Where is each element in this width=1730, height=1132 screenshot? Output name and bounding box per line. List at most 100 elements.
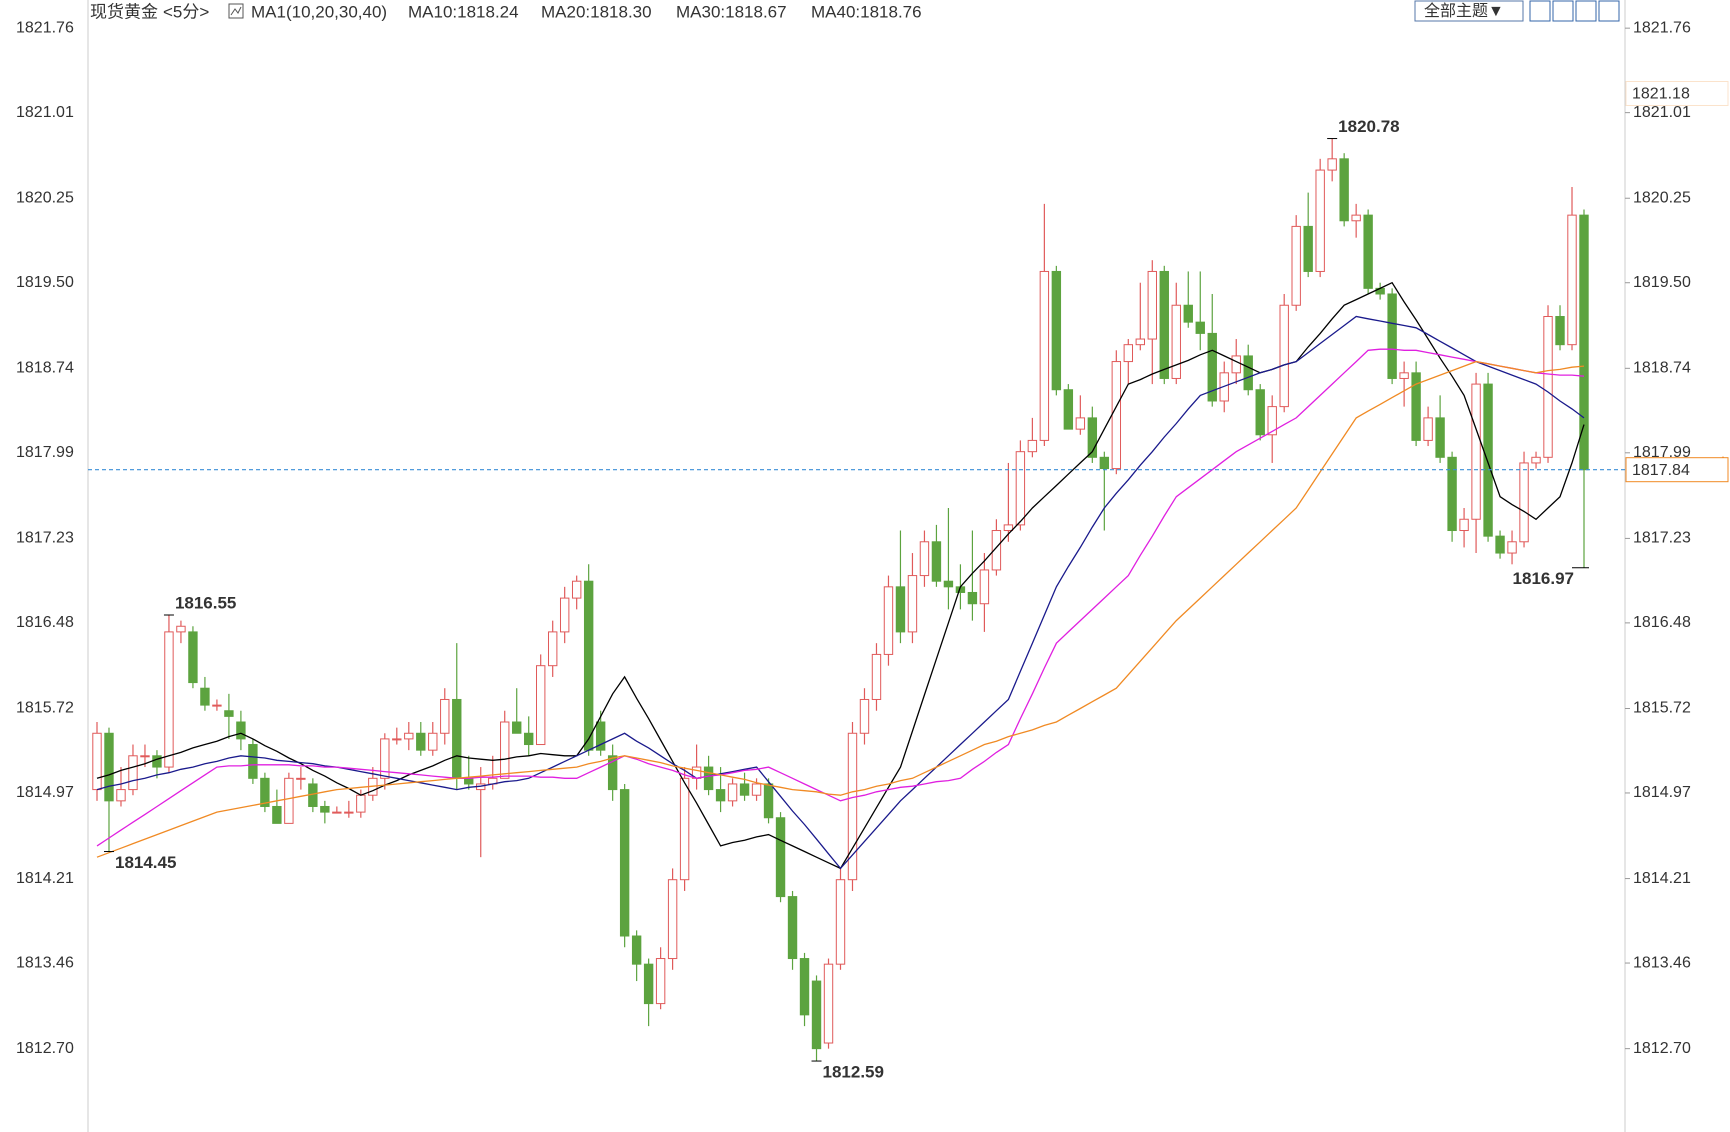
candle-body <box>236 721 246 740</box>
legend-entry: MA10:1818.24 <box>408 2 519 21</box>
extreme-label: 1816.97 <box>1513 569 1574 588</box>
extreme-label: 1812.59 <box>823 1063 884 1082</box>
candle-body <box>1339 158 1349 222</box>
candle-body <box>859 698 870 734</box>
candle-body <box>1555 316 1565 346</box>
candle-body <box>607 755 618 791</box>
candle-body <box>775 817 786 898</box>
candle-body <box>344 811 354 814</box>
candle-body <box>1087 417 1098 458</box>
candle-body <box>248 744 258 779</box>
y2-tick-label: 1821.01 <box>1633 104 1691 121</box>
candle-body <box>679 777 690 881</box>
y2-tick-label: 1817.23 <box>1633 530 1691 547</box>
y2-tick-label: 1817.99 <box>1633 444 1691 461</box>
tool-icon[interactable] <box>1529 0 1551 22</box>
candle-body <box>404 732 414 740</box>
candle-body <box>1063 389 1074 430</box>
candle-body <box>212 704 222 707</box>
candle-body <box>619 789 630 937</box>
y-tick-label: 1816.48 <box>16 614 74 631</box>
candle-body <box>188 631 198 684</box>
y-tick-label: 1814.97 <box>16 784 74 801</box>
candle-body <box>440 698 450 734</box>
indicator-icon <box>228 3 244 19</box>
candle-body <box>428 732 438 751</box>
candle-body <box>164 631 174 768</box>
candle-body <box>883 586 894 655</box>
tool-icon[interactable] <box>1552 0 1574 22</box>
candle-body <box>559 597 570 633</box>
candle-body <box>655 958 666 1005</box>
candle-body <box>1267 406 1277 436</box>
ma-line <box>96 281 1585 870</box>
y2-tick-label: 1814.21 <box>1633 870 1691 887</box>
candle-body <box>1351 214 1361 222</box>
candle-body <box>1279 304 1289 408</box>
candle-body <box>464 777 474 785</box>
candle-body <box>152 755 162 768</box>
extreme-label: 1816.55 <box>175 593 236 612</box>
candle-body <box>871 653 882 700</box>
candle-body <box>787 896 798 960</box>
candle-body <box>272 805 282 824</box>
y2-tick-label: 1814.97 <box>1633 784 1691 801</box>
candle-body <box>500 721 510 779</box>
tool-icon[interactable] <box>1575 0 1597 22</box>
y-tick-label: 1817.23 <box>16 530 74 547</box>
y2-tick-label: 1816.48 <box>1633 614 1691 631</box>
last-price-box <box>1625 457 1729 483</box>
candle-body <box>895 586 906 633</box>
candle-body <box>1411 372 1421 441</box>
y-tick-label: 1815.72 <box>16 700 74 717</box>
candle-body <box>1531 456 1541 464</box>
candle-body <box>1243 355 1253 391</box>
candle-body <box>1303 225 1313 272</box>
candle-body <box>1123 344 1134 363</box>
candle-body <box>176 625 186 633</box>
theme-button[interactable] <box>1414 0 1524 22</box>
y2-tick-label: 1815.72 <box>1633 700 1691 717</box>
toolbar-icons <box>1529 0 1620 22</box>
candle-body <box>1099 456 1110 470</box>
candle-body <box>92 732 102 791</box>
candle-body <box>643 963 654 1005</box>
y2-tick-label: 1821.76 <box>1633 19 1691 36</box>
y2-tick-label: 1813.46 <box>1633 954 1691 971</box>
y-tick-label: 1819.50 <box>16 274 74 291</box>
candle-body <box>296 777 306 780</box>
candle-body <box>1159 270 1169 379</box>
candle-body <box>811 980 822 1050</box>
candle-body <box>1015 451 1026 526</box>
legend-entry: MA40:1818.76 <box>811 2 922 21</box>
candle-body <box>1387 293 1397 379</box>
extreme-label: 1814.45 <box>115 853 176 872</box>
ma-line <box>96 360 1585 858</box>
candle-body <box>416 732 426 751</box>
candle-body <box>1039 270 1050 441</box>
last-price-label: 1817.84 <box>1632 462 1690 479</box>
candle-body <box>1327 158 1337 171</box>
candle-body <box>128 755 138 791</box>
candle-body <box>631 935 642 965</box>
y2-tick-label: 1819.50 <box>1633 274 1691 291</box>
candle-body <box>1579 214 1589 471</box>
y-tick-label: 1814.21 <box>16 870 74 887</box>
candle-body <box>1315 169 1325 272</box>
candle-body <box>1195 321 1205 334</box>
candle-body <box>847 732 858 881</box>
tool-icon[interactable] <box>1598 0 1620 22</box>
candle-body <box>1459 518 1469 532</box>
y-tick-label: 1813.46 <box>16 954 74 971</box>
candle-body <box>943 580 954 588</box>
candle-body <box>1543 316 1553 458</box>
candle-body <box>979 569 990 605</box>
candle-body <box>799 958 810 1016</box>
candle-body <box>1135 338 1145 346</box>
candle-body <box>1003 524 1014 532</box>
candle-body <box>595 721 606 751</box>
candle-body <box>991 530 1002 571</box>
theme-button-text[interactable]: 全部主题▼ <box>1424 2 1504 20</box>
